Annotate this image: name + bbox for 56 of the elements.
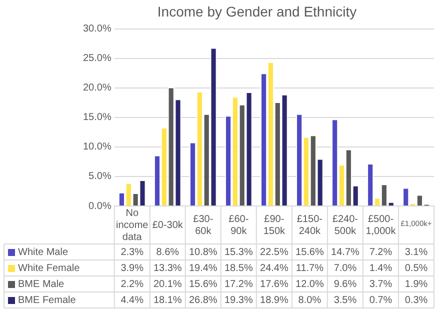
legend-label: BME Male (18, 278, 65, 290)
data-label: 9.6% (334, 278, 357, 290)
data-label: 4.4% (120, 294, 144, 306)
x-tick-label: £500-1,000k (366, 214, 397, 237)
data-label: 7.0% (334, 262, 357, 274)
data-label: 0.7% (369, 294, 392, 306)
data-label: 2.2% (120, 278, 144, 290)
x-tick-label: No income data (116, 208, 149, 243)
legend-label: White Female (18, 262, 80, 274)
data-label: 11.7% (296, 262, 324, 274)
legend-label: White Male (18, 246, 68, 258)
y-tick-label: 25.0% (82, 53, 112, 64)
data-label: 3.7% (369, 278, 392, 290)
data-label: 17.2% (224, 278, 253, 290)
y-tick-label: 5.0% (88, 171, 112, 182)
data-label: 3.5% (334, 294, 357, 306)
data-label: 12.0% (296, 278, 324, 290)
data-label: 26.8% (188, 294, 218, 306)
data-label: 22.5% (260, 246, 288, 258)
data-label: 0.3% (404, 294, 428, 306)
data-label: 17.6% (260, 278, 288, 290)
data-label: 1.4% (369, 262, 392, 274)
data-label: 19.3% (224, 294, 253, 306)
data-label: 18.5% (224, 262, 253, 274)
data-label: 0.5% (404, 262, 428, 274)
chart-title: Income by Gender and Ethnicity (157, 3, 357, 20)
x-tick-label: £90-150k (263, 214, 286, 237)
y-tick-label: 30.0% (82, 24, 112, 35)
x-tick-label: £0-30k (152, 220, 184, 231)
y-tick-label: 0.0% (88, 200, 112, 212)
x-tick-label: £150-240k (296, 214, 322, 237)
data-label: 3.1% (404, 246, 428, 258)
x-tick-label: £240-500k (332, 214, 358, 237)
data-label: 15.6% (296, 246, 324, 258)
data-label: 14.7% (331, 246, 360, 258)
data-label: 15.6% (188, 278, 218, 290)
data-label: 3.9% (120, 262, 144, 274)
data-label: 8.6% (156, 246, 180, 258)
data-label: 7.2% (369, 246, 392, 258)
data-label: 18.9% (260, 294, 288, 306)
data-label: 2.3% (120, 246, 144, 258)
legend-label: BME Female (18, 294, 76, 306)
x-tick-label: £60-90k (228, 214, 249, 237)
x-tick-label: £30-60k (193, 214, 214, 237)
y-tick-label: 15.0% (82, 112, 112, 124)
data-label: 24.4% (260, 262, 288, 274)
data-label: 20.1% (153, 278, 182, 290)
data-label: 10.8% (188, 246, 218, 258)
data-label: 15.3% (224, 246, 253, 258)
y-tick-label: 10.0% (82, 142, 112, 153)
data-label: 8.0% (298, 294, 322, 306)
data-label: 19.4% (188, 262, 218, 274)
data-label: 13.3% (153, 262, 182, 274)
y-tick-label: 20.0% (82, 82, 112, 94)
data-label: 1.9% (404, 278, 428, 290)
data-label: 18.1% (153, 294, 182, 306)
